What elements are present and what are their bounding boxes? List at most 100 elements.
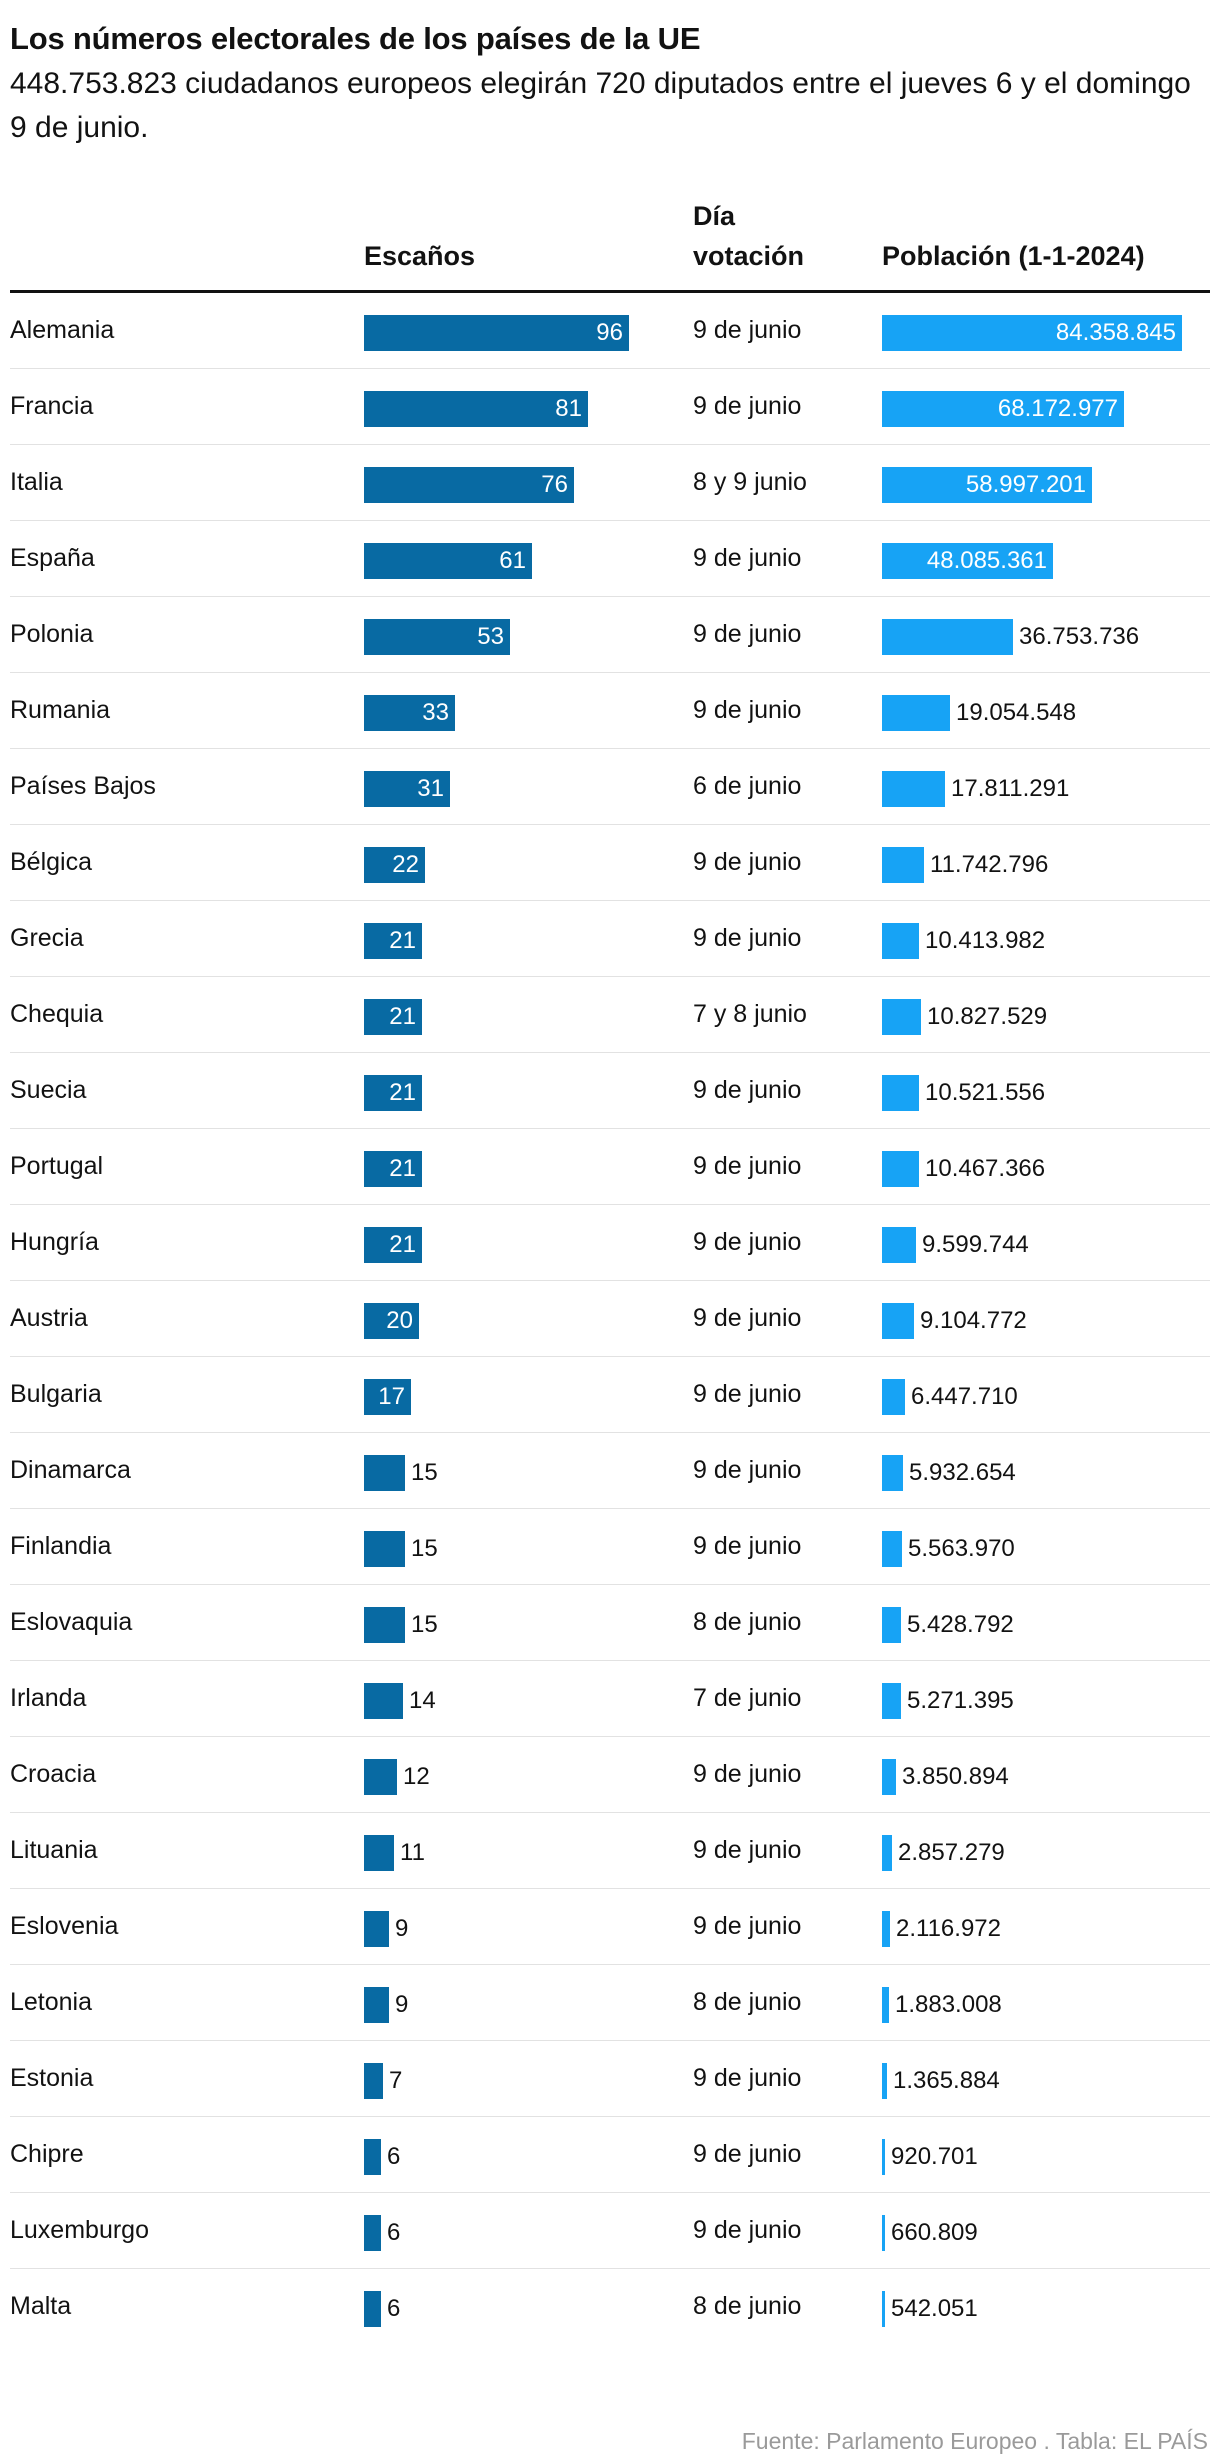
population-bar xyxy=(882,1682,901,1719)
election-table: Escaños Día votación Población (1-1-2024… xyxy=(10,196,1210,2344)
seats-bar xyxy=(364,1302,419,1339)
seats-bar xyxy=(364,466,574,503)
table-row: Chipre 6 9 de junio 920.701 xyxy=(10,2116,1210,2193)
country-cell: Malta xyxy=(10,2292,72,2320)
voting-day-cell: 9 de junio xyxy=(693,2116,882,2193)
population-cell: 10.413.982 xyxy=(882,900,1210,977)
table-row: Finlandia 15 9 de junio 5.563.970 xyxy=(10,1508,1210,1585)
country-cell: Suecia xyxy=(10,1052,364,1129)
table-row: Portugal 21 9 de junio 10.467.366 xyxy=(10,1128,1210,1205)
country-cell: Letonia xyxy=(10,1964,364,2041)
population-value: 19.054.548 xyxy=(956,698,1077,726)
seats-bar xyxy=(364,1910,389,1947)
country-cell: Polonia xyxy=(10,596,364,673)
population-bar xyxy=(882,542,1053,579)
table-row: Rumania 33 9 de junio 19.054.548 xyxy=(10,672,1210,749)
table-row: Estonia 7 9 de junio 1.365.884 xyxy=(10,2040,1210,2117)
population-cell: 11.742.796 xyxy=(882,824,1210,901)
seats-cell: 31 xyxy=(364,748,693,825)
population-cell: 1.365.884 xyxy=(882,2040,1210,2117)
population-bar xyxy=(882,466,1092,503)
voting-day-cell: 9 de junio xyxy=(693,1508,882,1585)
seats-value: 33 xyxy=(422,698,449,726)
table-row: Eslovaquia 15 8 de junio 5.428.792 xyxy=(10,1584,1210,1661)
table-row: Alemania 96 9 de junio 84.358.845 xyxy=(10,291,1210,369)
seats-cell: 15 xyxy=(364,1508,693,1585)
seats-value: 7 xyxy=(389,2066,403,2094)
country-cell: Francia xyxy=(10,368,364,445)
chart-title: Los números electorales de los países de… xyxy=(10,21,701,56)
table-row: Dinamarca 15 9 de junio 5.932.654 xyxy=(10,1432,1210,1509)
population-bar xyxy=(882,694,950,731)
seats-cell: 17 xyxy=(364,1356,693,1433)
population-bar xyxy=(882,1986,889,2023)
voting-day-cell: 8 de junio xyxy=(693,1964,882,2041)
seats-value: 14 xyxy=(409,1686,436,1714)
population-cell: 10.521.556 xyxy=(882,1052,1210,1129)
population-bar xyxy=(882,1910,890,1947)
seats-bar xyxy=(364,770,450,807)
source-footer: Fuente: Parlamento Europeo . Tabla: EL P… xyxy=(741,2428,1208,2454)
seats-bar xyxy=(364,694,455,731)
population-value: 9.599.744 xyxy=(922,1230,1029,1258)
table-row: Lituania 11 9 de junio 2.857.279 xyxy=(10,1812,1210,1889)
seats-cell: 20 xyxy=(364,1280,693,1357)
country-cell: Dinamarca xyxy=(10,1432,364,1509)
population-cell: 5.428.792 xyxy=(882,1584,1210,1661)
population-bar xyxy=(882,2214,885,2251)
seats-cell: 9 xyxy=(364,1964,693,2041)
seats-bar xyxy=(364,846,425,883)
country-cell: Eslovaquia xyxy=(10,1584,364,1661)
seats-value: 9 xyxy=(395,1914,409,1942)
population-value: 542.051 xyxy=(891,2294,978,2322)
population-value: 5.563.970 xyxy=(908,1534,1015,1562)
seats-bar xyxy=(364,1150,422,1187)
table-header-row: Escaños Día votación Población (1-1-2024… xyxy=(10,196,1210,293)
seats-cell: 11 xyxy=(364,1812,693,1889)
population-bar xyxy=(882,1074,919,1111)
population-bar xyxy=(882,1834,892,1871)
seats-bar xyxy=(364,998,422,1035)
table-body: Alemania 96 9 de junio 84.358.845 Francia 81 9… xyxy=(10,291,1210,2345)
population-value: 1.365.884 xyxy=(893,2066,1000,2094)
seats-value: 96 xyxy=(596,318,623,346)
population-cell: 36.753.736 xyxy=(882,596,1210,673)
country-cell: Países Bajos xyxy=(10,748,364,825)
seats-bar xyxy=(364,2214,381,2251)
voting-day-cell: 9 de junio xyxy=(693,368,882,445)
seats-cell: 22 xyxy=(364,824,693,901)
population-cell: 9.599.744 xyxy=(882,1204,1210,1281)
voting-day-cell: 9 de junio xyxy=(693,1356,882,1433)
population-value: 58.997.201 xyxy=(965,470,1086,498)
table-row: España 61 9 de junio 48.085.361 xyxy=(10,520,1210,597)
population-bar xyxy=(882,1530,902,1567)
seats-bar xyxy=(364,1834,394,1871)
seats-value: 11 xyxy=(400,1838,425,1866)
population-cell: 58.997.201 xyxy=(882,444,1210,521)
voting-day-cell: 9 de junio xyxy=(693,900,882,977)
table-row: Grecia 21 9 de junio 10.413.982 xyxy=(10,900,1210,977)
seats-value: 15 xyxy=(411,1610,438,1638)
seats-cell: 14 xyxy=(364,1660,693,1737)
population-cell: 3.850.894 xyxy=(882,1736,1210,1813)
voting-day-cell: 9 de junio xyxy=(693,1888,882,1965)
voting-day-cell: 9 de junio xyxy=(693,1128,882,1205)
column-header-seats: Escaños xyxy=(364,196,693,293)
voting-day-cell: 8 de junio xyxy=(693,2292,802,2320)
population-value: 660.809 xyxy=(891,2218,978,2246)
population-bar xyxy=(882,1378,905,1415)
country-cell: Chequia xyxy=(10,976,364,1053)
population-value: 5.932.654 xyxy=(909,1458,1016,1486)
population-bar xyxy=(882,1606,901,1643)
population-cell: 48.085.361 xyxy=(882,520,1210,597)
voting-day-cell: 9 de junio xyxy=(693,2192,882,2269)
seats-cell: 7 xyxy=(364,2040,693,2117)
population-cell: 84.358.845 xyxy=(882,291,1210,369)
seats-value: 17 xyxy=(378,1382,405,1410)
population-value: 10.413.982 xyxy=(925,926,1046,954)
country-cell: Hungría xyxy=(10,1204,364,1281)
seats-value: 6 xyxy=(387,2218,401,2246)
seats-value: 21 xyxy=(389,1002,416,1030)
chart-subtitle: 448.753.823 ciudadanos europeos elegirán… xyxy=(10,67,1191,144)
seats-bar xyxy=(364,1758,397,1795)
